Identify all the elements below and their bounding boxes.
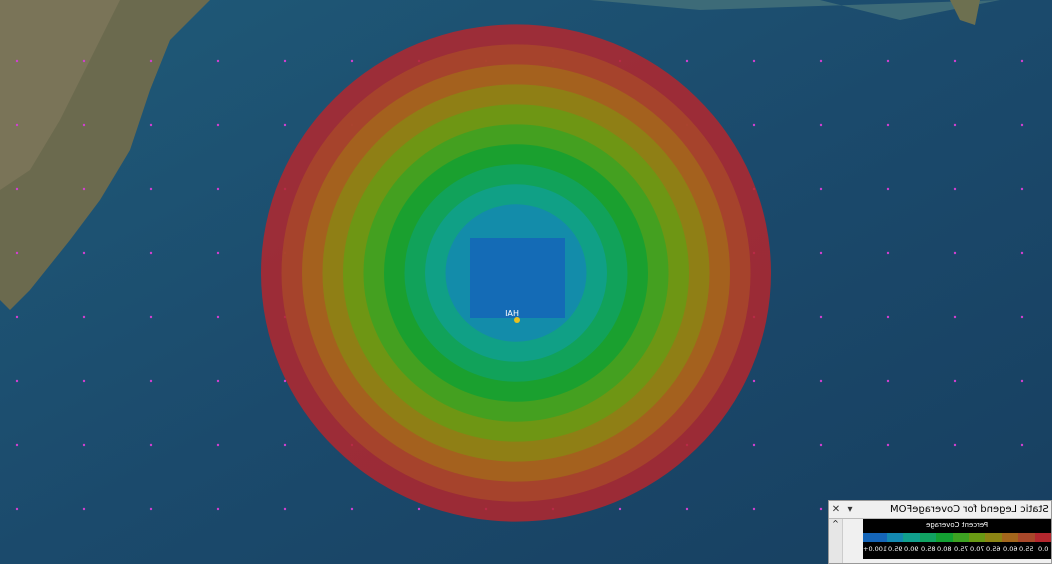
legend-entry: 65.0	[985, 533, 1001, 553]
legend-label: 70.0	[970, 545, 984, 553]
legend-swatch	[969, 533, 985, 542]
legend-label: 100.0+	[863, 545, 887, 553]
site-label: HAI	[505, 309, 519, 318]
legend-window: ✕ ▾ Static Legend for CoverageFOM ^ Perc…	[828, 500, 1052, 564]
legend-entry: 90.0	[903, 533, 919, 553]
legend-swatch	[903, 533, 919, 542]
legend-entry: 95.0	[887, 533, 903, 553]
legend-label: 90.0	[904, 545, 918, 553]
menu-button[interactable]: ▾	[843, 504, 857, 515]
legend-swatch	[936, 533, 952, 542]
legend-label: 65.0	[986, 545, 1000, 553]
screen: HAI ✕ ▾ Static Legend for CoverageFOM ^ …	[0, 0, 1052, 564]
legend-entry: 0.0	[1035, 533, 1051, 553]
legend-entry: 80.0	[936, 533, 952, 553]
legend-entry: 70.0	[969, 533, 985, 553]
legend-label: 85.0	[921, 545, 935, 553]
legend-label: 60.0	[1003, 545, 1017, 553]
coverage	[261, 24, 771, 521]
legend-label: 80.0	[937, 545, 951, 553]
legend-swatch	[920, 533, 936, 542]
scrollbar[interactable]: ^	[829, 519, 843, 563]
legend-entry: 75.0	[953, 533, 969, 553]
legend-label: 0.0	[1038, 545, 1048, 553]
title-bar: ✕ ▾ Static Legend for CoverageFOM	[829, 501, 1051, 519]
legend-entry: 55.0	[1018, 533, 1034, 553]
legend-swatch	[863, 533, 887, 542]
legend-entry: 60.0	[1002, 533, 1018, 553]
legend-swatch	[887, 533, 903, 542]
window-title: Static Legend for CoverageFOM	[890, 504, 1049, 515]
coverage-band	[470, 238, 565, 318]
legend-label: 75.0	[954, 545, 968, 553]
legend-entry: 85.0	[920, 533, 936, 553]
legend-label: 55.0	[1019, 545, 1033, 553]
legend-swatch	[985, 533, 1001, 542]
legend-swatch	[1018, 533, 1034, 542]
legend-swatch	[1002, 533, 1018, 542]
close-button[interactable]: ✕	[829, 504, 843, 515]
legend-swatch	[1035, 533, 1051, 542]
legend-swatch	[953, 533, 969, 542]
legend-label: 95.0	[888, 545, 902, 553]
legend-heading: Percent Coverage	[926, 521, 988, 529]
legend-entry: 100.0+	[863, 533, 887, 553]
map: HAI	[0, 0, 1052, 564]
